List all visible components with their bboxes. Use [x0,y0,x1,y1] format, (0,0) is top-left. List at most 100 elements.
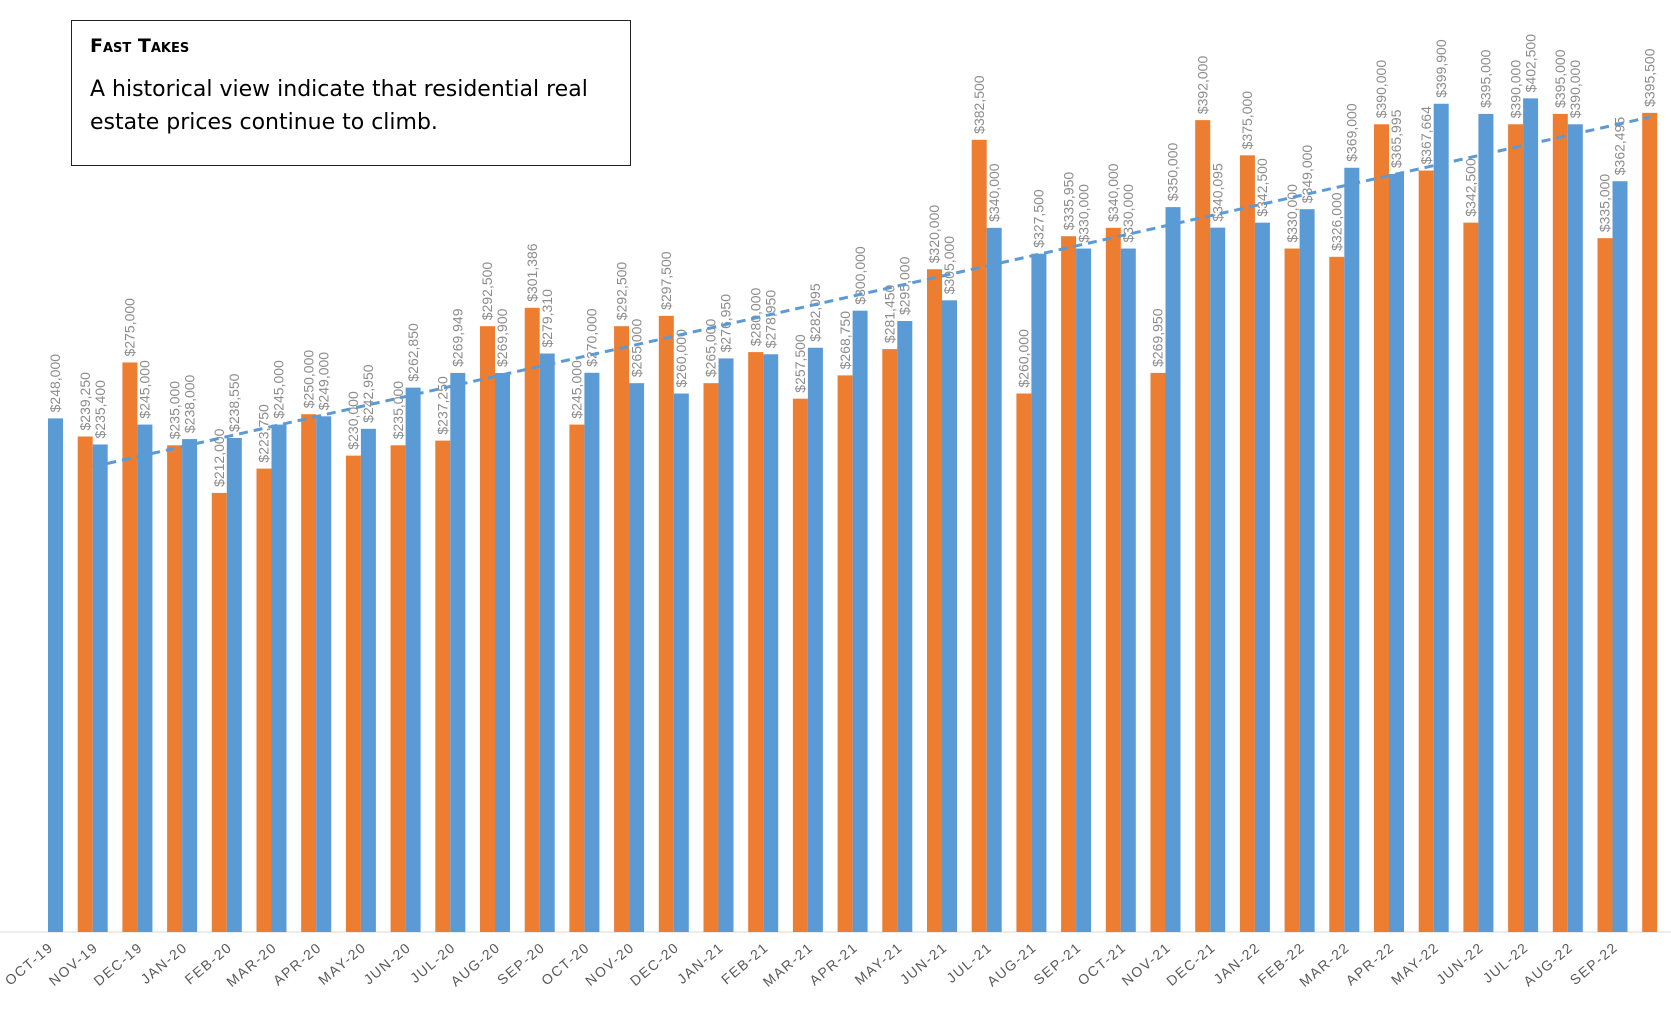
bar [360,428,376,932]
value-label: $262,850 [405,323,421,382]
value-label: $340,000 [986,163,1002,222]
x-tick-label: NOV-20 [582,939,637,989]
value-label: $248,000 [47,354,63,413]
bar [316,416,332,932]
x-tick-label: DEC-21 [1163,939,1218,989]
value-label: $395,500 [1641,48,1657,107]
bar [226,437,242,932]
x-tick-label: JAN-20 [137,939,190,987]
value-label: $342,500 [1254,158,1270,217]
value-label: $292,500 [479,262,495,321]
value-label: $301,386 [524,243,540,302]
x-tick-label: JUN-21 [897,939,951,988]
callout: Fast Takes A historical view indicate th… [71,20,631,166]
bar [122,362,138,932]
x-tick-label: SEP-21 [1030,939,1084,988]
value-label: $270,000 [584,308,600,367]
value-label: $230,000 [345,391,361,450]
x-tick-label: MAR-20 [223,939,280,990]
bar [539,353,555,932]
bar [1329,256,1345,933]
bar [942,300,957,932]
value-label: $330,000 [1120,184,1136,243]
value-label: $320,000 [926,205,942,264]
value-label: $399,900 [1433,39,1449,98]
value-label: $300,000 [852,246,868,305]
value-label: $330,000 [1284,184,1300,243]
value-label: $390,000 [1567,60,1583,119]
bar [301,414,317,932]
x-tick-label: JUN-20 [360,939,414,988]
bar [1076,248,1092,933]
x-tick-label: MAY-20 [315,939,369,988]
value-label: $392,000 [1194,56,1210,115]
bar [256,468,272,932]
x-tick-label: APR-22 [1343,939,1398,989]
bar [524,307,540,932]
bar [1165,207,1181,933]
bar [718,358,734,933]
bar [1418,170,1434,933]
value-label: $375,000 [1239,91,1255,150]
value-label: $395,000 [1552,49,1568,108]
bar [629,383,645,933]
x-tick-label: DEC-20 [627,939,682,989]
value-label: $265,000 [703,319,719,378]
callout-title: Fast Takes [90,35,190,57]
value-label: $279,310 [539,289,555,348]
x-tick-label: NOV-19 [46,939,101,989]
bar [748,352,764,933]
value-label: $292,500 [613,262,629,321]
x-tick-label: AUG-20 [447,939,503,990]
x-tick-label: JUN-22 [1433,939,1487,988]
bar [1344,167,1360,932]
value-label: $235,400 [92,380,108,439]
bar [435,440,451,932]
x-tick-label: AUG-22 [1520,939,1576,990]
bar [882,349,898,932]
x-tick-label: JAN-22 [1210,939,1263,987]
bar [137,424,153,932]
value-label: $238,000 [181,374,197,433]
x-tick-label: NOV-21 [1118,939,1173,989]
bar [1239,155,1255,933]
bar [1120,248,1136,933]
value-label: $330,000 [1075,184,1091,243]
bar [271,424,287,932]
bar [1195,120,1211,932]
x-tick-label: DEC-19 [90,939,145,989]
bar [1597,238,1613,932]
x-tick-label: AUG-21 [984,939,1040,990]
bar [837,375,853,932]
bar [792,398,808,932]
value-label: $235,000 [390,381,406,440]
value-label: $275,000 [122,298,138,357]
value-label: $335,950 [1060,172,1076,231]
bar [584,372,600,932]
bar [1284,248,1300,933]
bar [390,445,406,932]
bar [614,326,630,932]
bar [48,418,63,932]
value-label: $335,000 [1597,174,1613,233]
bar [1016,393,1032,932]
bar [927,269,942,932]
value-label: $245,000 [271,360,287,419]
bar [1478,113,1494,932]
value-label: $326,000 [1329,192,1345,251]
value-label: $340,000 [1105,163,1121,222]
bar [1642,112,1658,933]
value-label: $268,750 [837,311,853,370]
value-label: $350,000 [1165,143,1181,202]
value-label: $235,000 [166,381,182,440]
x-tick-label: MAY-21 [851,939,905,988]
bar [480,326,495,932]
value-label: $260,000 [673,329,689,388]
bar [405,387,421,932]
value-label: $249,000 [315,352,331,411]
value-label: $281,450 [882,284,898,343]
bar [1508,124,1524,933]
bar [1031,253,1047,932]
bar [703,383,719,933]
value-label: $278,950 [762,290,778,349]
